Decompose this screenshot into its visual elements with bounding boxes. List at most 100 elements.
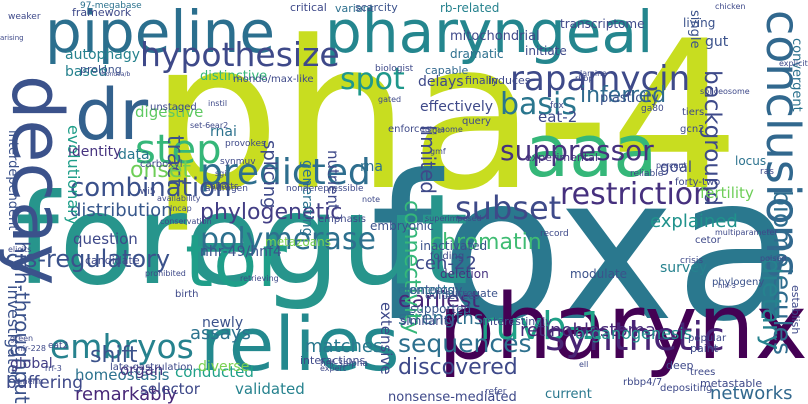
word-based: based xyxy=(65,64,108,80)
word-delays: delays xyxy=(418,74,464,90)
word-transcriptome: transcriptome xyxy=(560,17,645,31)
word-homeostasis: homeostasis xyxy=(75,366,170,384)
word-variant: variant xyxy=(335,2,374,15)
word-connectivity: connectivity xyxy=(399,200,424,335)
word-scarcity: scarcity xyxy=(355,1,398,14)
word-organ: organ xyxy=(120,361,164,379)
word-goal: goal xyxy=(660,158,693,176)
word-ear2: ear2 xyxy=(210,121,229,130)
word-query: query xyxy=(462,116,491,127)
word-birth: birth xyxy=(175,289,199,300)
word-record: record xyxy=(540,229,569,239)
word-interactions: interactions xyxy=(300,354,366,367)
word-rnai: rnai xyxy=(210,124,237,140)
word-step: step xyxy=(135,127,222,173)
word-explicit: explicit xyxy=(779,59,808,68)
word-cohorts: cohorts xyxy=(205,182,239,192)
word-induces: induces xyxy=(488,74,531,87)
word-onset: onset xyxy=(130,158,192,183)
word-fertility: fertility xyxy=(700,184,754,202)
word-distribution: distribution xyxy=(70,200,173,221)
word-living: living xyxy=(683,16,716,30)
word-elicits: elicits xyxy=(8,245,32,254)
word-relies: relies xyxy=(200,302,400,388)
word-conducted: conducted xyxy=(175,363,254,381)
word-critical: critical xyxy=(290,1,327,14)
word-sgi: sgi xyxy=(215,169,227,178)
word-chicken: chicken xyxy=(715,2,746,11)
word-superimposed: superimposed xyxy=(425,214,482,223)
word-ruvb-1: ruvb-1 xyxy=(480,304,605,348)
word-phylogenetic: phylogenetic xyxy=(200,200,343,225)
word-investigated: investigated xyxy=(4,285,23,385)
word-carboxyl: carboxyl xyxy=(140,159,183,170)
word-metastable: metastable xyxy=(700,377,763,390)
word-inferred: inferred xyxy=(580,83,667,108)
word-earliest: earliest xyxy=(398,288,480,313)
word-assays: assays xyxy=(190,323,251,344)
word-availability: availability xyxy=(157,194,201,203)
word-deletion: deletion xyxy=(440,267,489,281)
word-cetor: cetor xyxy=(695,235,721,246)
word-tiers: tiers xyxy=(682,107,705,118)
word-embryos: embryos xyxy=(50,327,194,366)
word-mirnaome: mirnaome xyxy=(422,125,463,134)
word-eat2: eat2 xyxy=(48,341,69,351)
word-sequences: sequences xyxy=(398,329,532,358)
word-enforces: enforces xyxy=(388,124,431,135)
word-question: question xyxy=(73,230,138,248)
word-crisis: crisis xyxy=(680,256,704,266)
word-matches: matches xyxy=(305,336,383,357)
word-note: note xyxy=(362,195,381,204)
word-suppressor: suppressor xyxy=(500,134,654,167)
word-prohibited: prohibited xyxy=(145,269,186,278)
word-remarkably: remarkably xyxy=(75,384,178,404)
word-survey: survey xyxy=(660,260,708,276)
word-provokes: provokes xyxy=(225,139,266,149)
word-phylogeny: phylogeny xyxy=(712,277,765,288)
word-locus: locus xyxy=(735,154,767,168)
word-global: global xyxy=(10,356,53,372)
word-interestingly: interestingly xyxy=(483,315,552,328)
word-pipeline: pipeline xyxy=(45,0,276,66)
word-surrogate: surrogate xyxy=(445,287,498,300)
word-arising: arising xyxy=(0,34,24,42)
word-buffering: buffering xyxy=(6,373,84,393)
word-retinoblastoma: retinoblastoma xyxy=(520,320,657,341)
word-finally: finally xyxy=(465,74,499,87)
word-current: current xyxy=(545,387,592,402)
word-data: data xyxy=(118,147,150,163)
word-paint: paint xyxy=(690,342,719,355)
word-ell: ell xyxy=(579,360,589,369)
word-trees: trees xyxy=(690,367,716,378)
word-metazoans: metazoans xyxy=(265,235,331,249)
word-tract: tract xyxy=(162,135,187,187)
word-diverse: diverse xyxy=(198,359,250,375)
word-rrf-3: rrf-3 xyxy=(45,364,62,373)
word-emerin: emerin xyxy=(15,377,44,386)
word-newly: newly xyxy=(202,315,244,331)
word-limited: limited xyxy=(416,125,440,194)
word-similarity: similarity xyxy=(400,314,456,328)
word-evolutionary: evolutionary xyxy=(64,125,83,226)
word-candidate: candidate xyxy=(85,254,140,267)
word-forty-two: forty-two xyxy=(675,177,721,188)
word-splicing: splicing xyxy=(259,140,280,209)
word-androgen: androgen xyxy=(205,184,248,194)
word-hypothesize: hypothesize xyxy=(140,35,340,74)
word-gcn2: gcn2 xyxy=(680,124,705,135)
word-synmuv: synmuv xyxy=(220,157,256,167)
word-validated: validated xyxy=(235,380,305,398)
word-cis-regulatory: cis-regulatory xyxy=(5,245,171,273)
word-single: single xyxy=(687,10,702,49)
word-hnf-3alpha: hnf-3alpha xyxy=(320,359,369,369)
word-basis: basis xyxy=(500,87,578,122)
word-rb-related: rb-related xyxy=(440,1,500,15)
word-97-megabase: 97-megabase xyxy=(80,1,142,11)
word-organogenesis: organogenesis xyxy=(575,324,693,343)
word-networks: networks xyxy=(710,383,793,404)
word-conclusions: conclusions xyxy=(756,10,808,278)
word-shift: shift xyxy=(90,343,138,368)
word-rna: rna xyxy=(360,159,383,175)
